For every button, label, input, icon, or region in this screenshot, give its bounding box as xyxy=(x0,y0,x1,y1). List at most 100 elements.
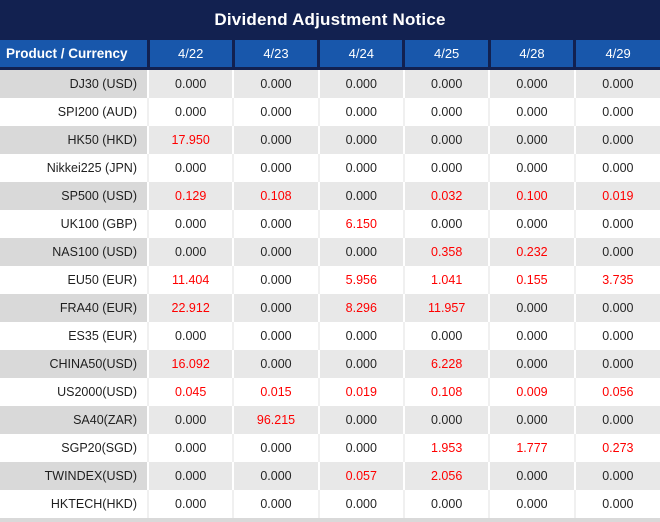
value-cell: 0.000 xyxy=(573,210,660,238)
value-cell: 0.000 xyxy=(573,322,660,350)
value-cell: 0.000 xyxy=(402,490,490,522)
value-cell: 0.000 xyxy=(146,322,234,350)
product-cell: SGP20(SGD) xyxy=(0,434,148,462)
value-cell: 0.032 xyxy=(402,182,490,210)
value-cell: 0.000 xyxy=(573,350,660,378)
date-header: 4/29 xyxy=(573,40,660,70)
value-cell: 0.000 xyxy=(146,238,234,266)
value-cell: 0.000 xyxy=(317,98,404,126)
product-cell: SPI200 (AUD) xyxy=(0,98,148,126)
value-cell: 0.000 xyxy=(232,350,319,378)
value-cell: 0.000 xyxy=(232,462,319,490)
value-cell: 0.108 xyxy=(402,378,490,406)
value-cell: 0.000 xyxy=(232,490,319,522)
value-cell: 0.000 xyxy=(488,294,575,322)
value-cell: 0.019 xyxy=(317,378,404,406)
value-cell: 8.296 xyxy=(317,294,404,322)
value-cell: 1.041 xyxy=(402,266,490,294)
value-cell: 0.057 xyxy=(317,462,404,490)
table-row: SA40(ZAR) 0.000 96.215 0.000 0.000 0.000 0.000 xyxy=(0,406,660,434)
value-cell: 0.000 xyxy=(573,462,660,490)
value-cell: 0.000 xyxy=(402,98,490,126)
product-cell: UK100 (GBP) xyxy=(0,210,148,238)
value-cell: 0.000 xyxy=(402,68,490,98)
table-row: SGP20(SGD) 0.000 0.000 0.000 1.953 1.777 0.273 xyxy=(0,434,660,462)
value-cell: 0.000 xyxy=(232,238,319,266)
value-cell: 0.000 xyxy=(402,154,490,182)
product-cell: CHINA50(USD) xyxy=(0,350,148,378)
product-cell: US2000(USD) xyxy=(0,378,148,406)
value-cell: 0.000 xyxy=(488,350,575,378)
table-row: Nikkei225 (JPN) 0.000 0.000 0.000 0.000 0.000… xyxy=(0,154,660,182)
title-bar: Dividend Adjustment Notice xyxy=(0,0,660,40)
value-cell: 3.735 xyxy=(573,266,660,294)
table-row: ES35 (EUR) 0.000 0.000 0.000 0.000 0.000 0.000 xyxy=(0,322,660,350)
value-cell: 0.000 xyxy=(573,68,660,98)
product-cell: SP500 (USD) xyxy=(0,182,148,210)
value-cell: 0.000 xyxy=(488,462,575,490)
value-cell: 0.000 xyxy=(488,154,575,182)
date-header: 4/28 xyxy=(487,40,575,70)
product-cell: FRA40 (EUR) xyxy=(0,294,148,322)
date-header: 4/24 xyxy=(317,40,404,70)
product-cell: HKTECH(HKD) xyxy=(0,490,148,522)
value-cell: 2.056 xyxy=(402,462,490,490)
value-cell: 0.000 xyxy=(317,126,404,154)
value-cell: 0.000 xyxy=(232,322,319,350)
value-cell: 0.000 xyxy=(146,68,234,98)
value-cell: 0.000 xyxy=(146,154,234,182)
value-cell: 0.000 xyxy=(573,238,660,266)
table-row: FRA40 (EUR) 22.912 0.000 8.296 11.957 0.000 0.… xyxy=(0,294,660,322)
value-cell: 0.000 xyxy=(488,210,575,238)
value-cell: 0.000 xyxy=(232,126,319,154)
page-title: Dividend Adjustment Notice xyxy=(0,0,660,40)
value-cell: 0.000 xyxy=(402,406,490,434)
value-cell: 0.000 xyxy=(317,182,404,210)
value-cell: 96.215 xyxy=(232,406,319,434)
product-cell: SA40(ZAR) xyxy=(0,406,148,434)
product-cell: Nikkei225 (JPN) xyxy=(0,154,148,182)
value-cell: 0.000 xyxy=(146,490,234,522)
value-cell: 0.000 xyxy=(317,490,404,522)
date-header: 4/22 xyxy=(146,40,234,70)
product-cell: DJ30 (USD) xyxy=(0,68,148,98)
value-cell: 0.000 xyxy=(146,98,234,126)
value-cell: 11.404 xyxy=(146,266,234,294)
value-cell: 0.000 xyxy=(402,322,490,350)
value-cell: 0.000 xyxy=(488,98,575,126)
table-row: TWINDEX(USD) 0.000 0.000 0.057 2.056 0.000 0.0… xyxy=(0,462,660,490)
value-cell: 0.000 xyxy=(317,68,404,98)
value-cell: 0.000 xyxy=(317,322,404,350)
value-cell: 0.000 xyxy=(146,462,234,490)
table-row: DJ30 (USD) 0.000 0.000 0.000 0.000 0.000 0.000 xyxy=(0,68,660,98)
value-cell: 22.912 xyxy=(146,294,234,322)
value-cell: 0.000 xyxy=(488,68,575,98)
value-cell: 0.000 xyxy=(232,210,319,238)
value-cell: 0.100 xyxy=(488,182,575,210)
value-cell: 0.000 xyxy=(232,154,319,182)
value-cell: 0.000 xyxy=(402,210,490,238)
value-cell: 6.150 xyxy=(317,210,404,238)
value-cell: 0.000 xyxy=(573,98,660,126)
value-cell: 0.000 xyxy=(317,238,404,266)
value-cell: 0.232 xyxy=(488,238,575,266)
value-cell: 0.045 xyxy=(146,378,234,406)
value-cell: 0.108 xyxy=(232,182,319,210)
value-cell: 1.777 xyxy=(488,434,575,462)
value-cell: 0.000 xyxy=(232,98,319,126)
value-cell: 0.000 xyxy=(573,154,660,182)
table-row: NAS100 (USD) 0.000 0.000 0.000 0.358 0.232 0.0… xyxy=(0,238,660,266)
value-cell: 0.000 xyxy=(573,126,660,154)
table-row: HK50 (HKD) 17.950 0.000 0.000 0.000 0.000 0.00… xyxy=(0,126,660,154)
value-cell: 0.000 xyxy=(402,126,490,154)
product-cell: TWINDEX(USD) xyxy=(0,462,148,490)
value-cell: 0.000 xyxy=(573,294,660,322)
value-cell: 11.957 xyxy=(402,294,490,322)
value-cell: 0.358 xyxy=(402,238,490,266)
value-cell: 0.000 xyxy=(232,294,319,322)
table-row: SP500 (USD) 0.129 0.108 0.000 0.032 0.100 0.01… xyxy=(0,182,660,210)
table-row: CHINA50(USD) 16.092 0.000 0.000 6.228 0.000 0.… xyxy=(0,350,660,378)
table-row: US2000(USD) 0.045 0.015 0.019 0.108 0.009 0.05… xyxy=(0,378,660,406)
value-cell: 0.000 xyxy=(146,434,234,462)
